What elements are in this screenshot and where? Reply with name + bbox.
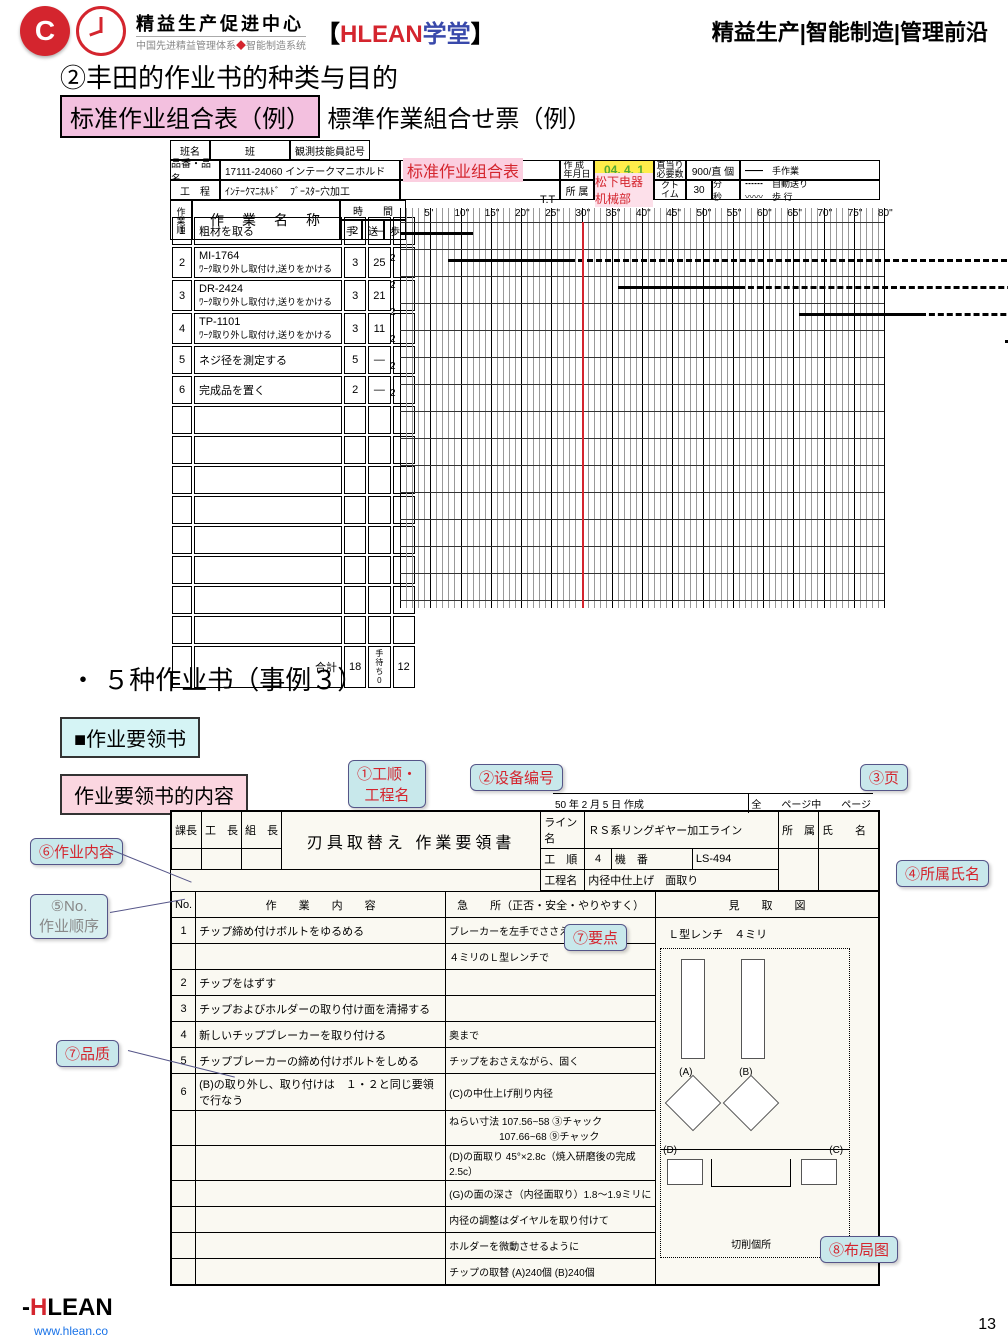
callout-8: ⑧布局图 [820, 1236, 898, 1263]
logo-clock-icon [76, 6, 126, 56]
cell: ＲＳ系リングギヤー加工ライン [585, 812, 779, 849]
instruction-sheet: 課長 工 長 組 長 刃具取替え 作業要領書 ライン名 ＲＳ系リングギヤー加工ラ… [170, 810, 880, 1286]
cell: ｲﾝﾃｰｸﾏﾆﾎﾙﾄﾞ ﾌﾞｰｽﾀｰ穴加工 [220, 180, 400, 200]
cell: 直当り 必要数 [654, 160, 686, 180]
nav-text: 精益生产|智能制造|管理前沿 [712, 15, 988, 47]
cell: 品番・品名 [170, 160, 220, 180]
org-cell: 松下电器机械部 [594, 180, 654, 200]
footer-logo: -HLEAN [22, 1294, 113, 1322]
cell: 機 番 [611, 849, 692, 870]
brand-title: 【HLEAN学堂】 [316, 14, 495, 49]
footer-url: www.hlean.co [34, 1324, 108, 1338]
overlay-label: 标准作业组合表 [403, 158, 523, 182]
cell: 17111-24060 インテークマニホルド [220, 160, 400, 180]
header: C 精益生产促进中心 中国先进精益管理体系◆智能制造系统 【HLEAN学堂】 精… [0, 0, 1008, 62]
center-subtitle: 中国先进精益管理体系◆智能制造系统 [136, 36, 306, 52]
cell: 4 [585, 849, 612, 870]
header-titles: 精益生产促进中心 中国先进精益管理体系◆智能制造系统 [136, 10, 306, 52]
cell: 氏 名 [819, 812, 879, 849]
page-text: 全 ページ中 ページ [748, 794, 873, 813]
cell: LS-494 [692, 849, 778, 870]
axis-label: T.T [540, 194, 555, 206]
jp-label: 標準作業組合せ票（例） [327, 99, 591, 134]
overlay-holder: 标准作业组合表 [400, 160, 560, 180]
pink-label-2: 作业要领书的内容 [60, 774, 248, 815]
cell: 分 秒 [712, 180, 740, 200]
task-table: 1粗材を取る2—2MI-1764ﾜｰｸ取り外し取付け,送りをかける3253DR-… [170, 215, 417, 690]
cell: 30 [686, 180, 712, 200]
date-text: 50 年 2 月 5 日 作成 [553, 794, 748, 813]
cell: ライン名 [541, 812, 585, 849]
pink-label: 标准作业组合表（例） [60, 95, 320, 138]
callout-3: ③页 [860, 764, 908, 791]
cell: 班 [210, 140, 290, 160]
page-number: 13 [978, 1316, 996, 1334]
callout-7b: ⑦品质 [56, 1040, 119, 1067]
cell: 作 成 年月日 [560, 160, 594, 180]
section-title: ②丰田的作业书的种类与目的 [60, 58, 1008, 95]
cell: クト イム [654, 180, 686, 200]
callout-6: ⑥作业内容 [30, 838, 123, 865]
cell: 工 程 [170, 180, 220, 200]
cyan-label: ■作业要领书 [60, 717, 200, 758]
callout-7: ⑦要点 [564, 924, 627, 951]
sheet-title: 刃具取替え 作業要領書 [282, 812, 541, 870]
cell: 所 属 [560, 180, 594, 200]
cell: 工 長 [202, 812, 242, 849]
callout-4: ④所属氏名 [896, 860, 989, 887]
legend2: ┅┅ 自動送り 〰〰 歩 行 [740, 180, 880, 200]
center-title: 精益生产促进中心 [136, 10, 306, 36]
cell: 工 順 [541, 849, 585, 870]
callout-1: ①工顺・ 工程名 [348, 760, 426, 808]
cell: 組 長 [242, 812, 282, 849]
bullet-title: ・ ５种作业书（事例３） [70, 660, 1008, 697]
logo-c-icon: C [20, 6, 70, 56]
gantt-chart: T.T 5"10"15"20"25"30"35"40"45"50"55"60"6… [400, 208, 884, 608]
cell: 観測技能員記号 [290, 140, 370, 160]
cell: 課長 [172, 812, 202, 849]
callout-5: ⑤No. 作业顺序 [30, 894, 108, 939]
cell: 所 属 [779, 812, 819, 849]
callout-2: ②设备编号 [470, 764, 563, 791]
cell: 内径中仕上げ 面取り [585, 870, 779, 891]
cell: 工程名 [541, 870, 585, 891]
